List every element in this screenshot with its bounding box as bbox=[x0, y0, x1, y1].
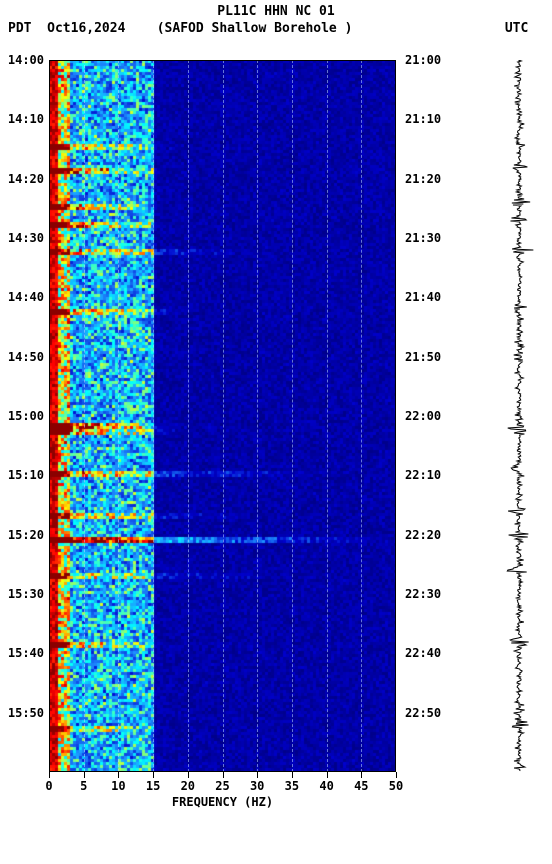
x-tick-label: 35 bbox=[285, 779, 299, 793]
y-left-tick-label: 14:10 bbox=[0, 112, 44, 126]
x-tick bbox=[153, 772, 154, 778]
x-tick-label: 40 bbox=[319, 779, 333, 793]
y-left-tick-label: 14:20 bbox=[0, 172, 44, 186]
y-left-tick-label: 15:50 bbox=[0, 706, 44, 720]
x-tick-label: 0 bbox=[45, 779, 52, 793]
x-tick bbox=[292, 772, 293, 778]
chart-header: PL11C HHN NC 01 PDT Oct16,2024 (SAFOD Sh… bbox=[0, 0, 552, 36]
vertical-gridline bbox=[153, 60, 154, 772]
seismogram-path bbox=[507, 60, 533, 771]
x-tick-label: 50 bbox=[389, 779, 403, 793]
vertical-gridline bbox=[223, 60, 224, 772]
vertical-gridline bbox=[118, 60, 119, 772]
seismogram-svg bbox=[490, 60, 548, 772]
y-right-tick-label: 22:00 bbox=[405, 409, 449, 423]
vertical-gridline bbox=[257, 60, 258, 772]
y-left-tick-label: 15:30 bbox=[0, 587, 44, 601]
x-tick bbox=[396, 772, 397, 778]
header-subtitle: PDT Oct16,2024 (SAFOD Shallow Borehole )… bbox=[0, 19, 552, 36]
vertical-gridline bbox=[361, 60, 362, 772]
y-right-tick-label: 21:50 bbox=[405, 350, 449, 364]
x-tick bbox=[327, 772, 328, 778]
vertical-gridline bbox=[84, 60, 85, 772]
y-right-tick-label: 22:30 bbox=[405, 587, 449, 601]
y-left-tick-label: 14:00 bbox=[0, 53, 44, 67]
y-axis-right: 21:0021:1021:2021:3021:4021:5022:0022:10… bbox=[405, 60, 449, 772]
x-axis-label: FREQUENCY (HZ) bbox=[49, 795, 396, 809]
x-tick-label: 15 bbox=[146, 779, 160, 793]
right-timezone: UTC bbox=[505, 21, 528, 36]
station-name: (SAFOD Shallow Borehole ) bbox=[157, 21, 353, 36]
x-tick-label: 5 bbox=[80, 779, 87, 793]
y-left-tick-label: 14:50 bbox=[0, 350, 44, 364]
x-tick-label: 30 bbox=[250, 779, 264, 793]
y-right-tick-label: 22:50 bbox=[405, 706, 449, 720]
x-tick bbox=[49, 772, 50, 778]
y-right-tick-label: 21:00 bbox=[405, 53, 449, 67]
y-left-tick-label: 15:20 bbox=[0, 528, 44, 542]
vertical-gridline bbox=[327, 60, 328, 772]
y-left-tick-label: 15:40 bbox=[0, 646, 44, 660]
y-axis-left: 14:0014:1014:2014:3014:4014:5015:0015:10… bbox=[0, 60, 44, 772]
station-code: PL11C HHN NC 01 bbox=[0, 0, 552, 19]
y-right-tick-label: 21:20 bbox=[405, 172, 449, 186]
y-right-tick-label: 21:10 bbox=[405, 112, 449, 126]
spectrogram-plot bbox=[49, 60, 396, 772]
y-left-tick-label: 14:40 bbox=[0, 290, 44, 304]
x-tick bbox=[361, 772, 362, 778]
vertical-gridline bbox=[292, 60, 293, 772]
record-date: Oct16,2024 bbox=[47, 21, 125, 36]
x-tick bbox=[118, 772, 119, 778]
x-tick bbox=[84, 772, 85, 778]
x-tick-label: 10 bbox=[111, 779, 125, 793]
y-left-tick-label: 15:10 bbox=[0, 468, 44, 482]
x-tick bbox=[257, 772, 258, 778]
y-right-tick-label: 21:40 bbox=[405, 290, 449, 304]
vertical-gridline bbox=[188, 60, 189, 772]
y-left-tick-label: 14:30 bbox=[0, 231, 44, 245]
left-timezone: PDT bbox=[8, 21, 31, 36]
y-left-tick-label: 15:00 bbox=[0, 409, 44, 423]
x-tick-label: 20 bbox=[181, 779, 195, 793]
seismogram-trace bbox=[490, 60, 548, 772]
y-right-tick-label: 21:30 bbox=[405, 231, 449, 245]
y-right-tick-label: 22:20 bbox=[405, 528, 449, 542]
x-tick bbox=[223, 772, 224, 778]
y-right-tick-label: 22:40 bbox=[405, 646, 449, 660]
y-right-tick-label: 22:10 bbox=[405, 468, 449, 482]
x-tick bbox=[188, 772, 189, 778]
x-tick-label: 45 bbox=[354, 779, 368, 793]
x-tick-label: 25 bbox=[215, 779, 229, 793]
